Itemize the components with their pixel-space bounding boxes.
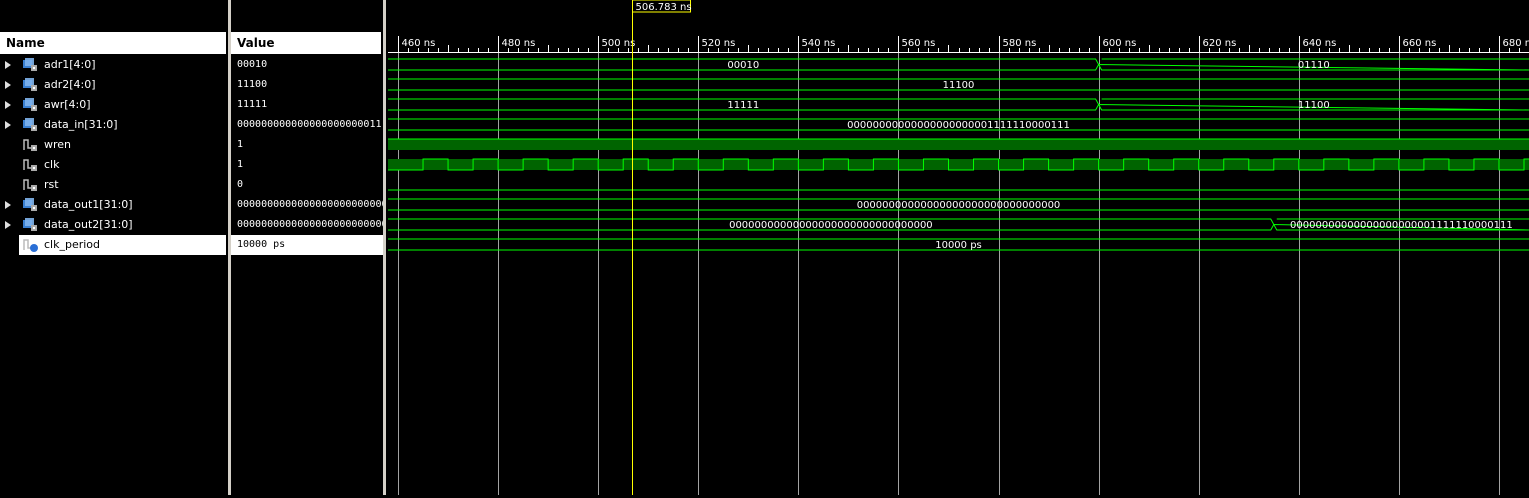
bus-signal-icon [22,118,38,132]
signal-row-data-in[interactable]: data_in[31:0] [0,115,226,135]
signal-name: clk_period [44,235,100,255]
signal-name: adr1[4:0] [44,55,96,75]
name-column-label: Name [6,36,45,50]
time-tick-label: 580 ns [1003,38,1037,49]
bus-signal-icon [22,98,38,112]
signal-name: clk [44,155,59,175]
clock-fill [388,159,1529,170]
signal-name: awr[4:0] [44,95,91,115]
signal-name: rst [44,175,59,195]
time-tick-label: 480 ns [502,38,536,49]
signal-row-adr1[interactable]: adr1[4:0] [0,55,226,75]
cursor-time-label: 506.783 ns [636,2,692,13]
time-tick-label: 520 ns [702,38,736,49]
signal-name: data_in[31:0] [44,115,118,135]
bus-value-label: 11100 [1298,100,1330,111]
time-tick-label: 620 ns [1203,38,1237,49]
expand-arrow-icon[interactable] [5,221,11,229]
parameter-icon [22,238,38,252]
signal-row-adr2[interactable]: adr2[4:0] [0,75,226,95]
waveform-canvas[interactable]: 460 ns 480 ns 500 ns 520 ns 540 ns 560 ns 580 … [388,0,1529,495]
signal-row-clk[interactable]: clk [0,155,226,175]
time-tick-label: 560 ns [902,38,936,49]
bus-value-label: 00000000000000000000001111110000111 [847,120,1070,131]
value-wave-splitter[interactable] [383,0,386,495]
time-tick-label: 540 ns [802,38,836,49]
time-tick-label: 600 ns [1103,38,1137,49]
bus-signal-icon [22,58,38,72]
time-tick-label: 660 ns [1403,38,1437,49]
bus-value-label: 00010 [727,60,759,71]
signal-value: 1 [231,155,383,175]
bit-signal-icon [22,178,38,192]
time-tick-label: 460 ns [402,38,436,49]
bus-value-label: 01110 [1298,60,1330,71]
signal-row-data-out1[interactable]: data_out1[31:0] [0,195,226,215]
signal-value: 0000000000000000000000000 [231,195,383,215]
expand-arrow-icon[interactable] [5,101,11,109]
signal-row-rst[interactable]: rst [0,175,226,195]
time-tick-label: 500 ns [602,38,636,49]
expand-arrow-icon[interactable] [5,81,11,89]
bit-signal-icon [22,138,38,152]
signal-value: 11111 [231,95,383,115]
signal-value: 0000000000000000000000000 [231,215,383,235]
signal-name-panel: Name adr1[4:0]adr2[4:0]awr[4:0]data_in[3… [0,0,228,495]
bus-signal-icon [22,78,38,92]
signal-name: data_out1[31:0] [44,195,133,215]
signal-row-awr[interactable]: awr[4:0] [0,95,226,115]
signal-value: 00010 [231,55,383,75]
value-column-header[interactable]: Value [231,32,381,54]
signal-value: 10000 ps [231,235,383,255]
waveform-panel[interactable]: 460 ns 480 ns 500 ns 520 ns 540 ns 560 ns 580 … [388,0,1529,495]
signal-row-data-out2[interactable]: data_out2[31:0] [0,215,226,235]
bus-value-label: 00000000000000000000000000000000 [857,200,1061,211]
signal-value: 1 [231,135,383,155]
signal-name: adr2[4:0] [44,75,96,95]
signal-value: 11100 [231,75,383,95]
expand-arrow-icon[interactable] [5,201,11,209]
signal-name: data_out2[31:0] [44,215,133,235]
expand-arrow-icon[interactable] [5,61,11,69]
value-column-label: Value [237,36,275,50]
signal-name: wren [44,135,71,155]
expand-arrow-icon[interactable] [5,121,11,129]
time-tick-label: 640 ns [1303,38,1337,49]
bit-signal-icon [22,158,38,172]
name-column-header[interactable]: Name [0,32,226,54]
time-tick-label: 680 ns [1503,38,1529,49]
bus-value-label: 11100 [943,80,975,91]
signal-value: 0 [231,175,383,195]
high-fill [388,139,1529,150]
signal-value: 000000000000000000000011 [231,115,383,135]
signal-row-clk-period[interactable]: clk_period [19,235,226,255]
bus-value-label: 11111 [727,100,759,111]
bus-value-label: 00000000000000000000001111110000111 [1290,220,1513,231]
bus-signal-icon [22,198,38,212]
signal-row-wren[interactable]: wren [0,135,226,155]
bus-value-label: 00000000000000000000000000000000 [729,220,933,231]
bus-signal-icon [22,218,38,232]
bus-value-label: 10000 ps [935,240,982,251]
